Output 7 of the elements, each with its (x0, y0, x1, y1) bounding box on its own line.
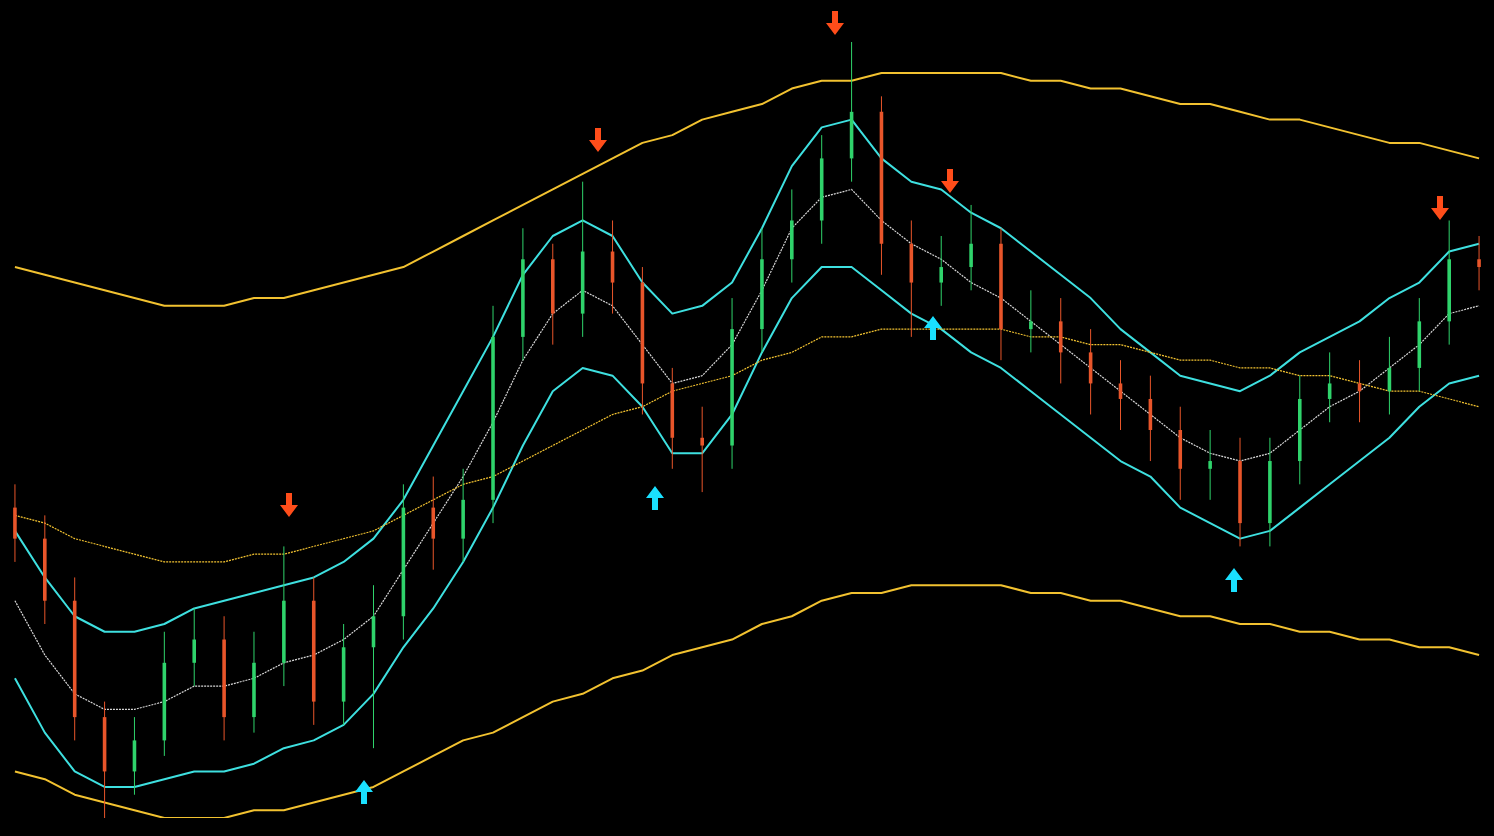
candlestick (1029, 289, 1033, 353)
candlestick (1477, 235, 1481, 291)
candlestick (969, 204, 973, 291)
candlestick (1208, 429, 1212, 501)
candlestick (192, 607, 197, 687)
candlestick (939, 235, 944, 307)
candlestick (700, 406, 704, 493)
